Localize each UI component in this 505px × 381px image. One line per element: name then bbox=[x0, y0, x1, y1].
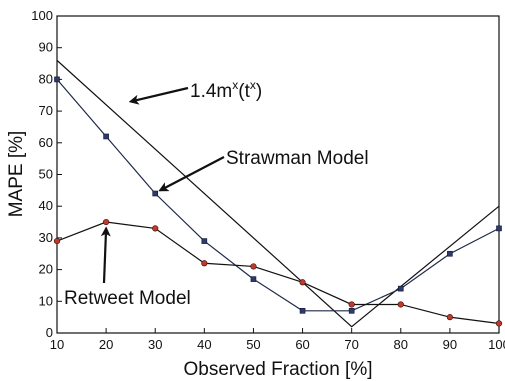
strawman-point bbox=[54, 76, 60, 83]
y-tick-label: 100 bbox=[31, 8, 53, 23]
strawman-annotation-arrow bbox=[158, 156, 225, 192]
strawman-point bbox=[152, 190, 159, 197]
y-tick-label: 70 bbox=[39, 103, 53, 118]
power-label-sup2: x bbox=[250, 78, 256, 92]
y-tick-label: 90 bbox=[39, 40, 53, 55]
y-tick-label: 80 bbox=[39, 71, 53, 86]
retweet-point bbox=[446, 314, 453, 321]
power-label-sup1: x bbox=[232, 78, 238, 92]
strawman-point bbox=[201, 238, 208, 244]
strawman-series-line bbox=[56, 79, 500, 312]
y-tick-label: 40 bbox=[39, 198, 53, 213]
annotations bbox=[100, 86, 225, 284]
x-tick-label: 50 bbox=[246, 337, 260, 352]
strawman-point bbox=[447, 250, 453, 257]
power-label-base: 1.4m bbox=[190, 81, 232, 102]
y-tick-label: 0 bbox=[46, 325, 53, 340]
retweet-annotation-arrow bbox=[100, 226, 111, 284]
strawman-point bbox=[397, 285, 404, 292]
x-tick-label: 10 bbox=[50, 337, 64, 352]
retweet-point bbox=[103, 218, 110, 226]
strawman-point bbox=[250, 276, 257, 282]
x-tick-label: 40 bbox=[197, 337, 211, 352]
x-tick-label: 30 bbox=[148, 337, 162, 352]
retweet-series-line bbox=[56, 221, 500, 325]
retweet-point bbox=[348, 301, 355, 308]
retweet-model-label: Retweet Model bbox=[64, 288, 191, 309]
strawman-point bbox=[103, 133, 109, 140]
series bbox=[53, 59, 503, 328]
plot-frame bbox=[56, 15, 500, 334]
x-tick-label: 70 bbox=[344, 337, 358, 352]
strawman-model-label: Strawman Model bbox=[226, 148, 369, 169]
power-label-end: ) bbox=[256, 81, 262, 102]
y-axis-title: MAPE [%] bbox=[6, 131, 27, 218]
y-tick-label: 10 bbox=[39, 293, 53, 308]
x-tick-label: 100 bbox=[488, 337, 505, 352]
x-tick-label: 90 bbox=[443, 337, 457, 352]
retweet-point bbox=[152, 225, 159, 232]
power-label-mid: (t bbox=[238, 81, 250, 102]
retweet-point bbox=[495, 320, 503, 327]
x-tick-label: 20 bbox=[99, 337, 113, 352]
retweet-point bbox=[201, 260, 208, 267]
y-tick-label: 30 bbox=[39, 230, 53, 245]
power-annotation-arrow bbox=[128, 86, 189, 105]
ticks: 1020304050607080901000102030405060708090… bbox=[31, 8, 505, 352]
x-tick-label: 60 bbox=[295, 337, 309, 352]
x-tick-label: 80 bbox=[394, 337, 408, 352]
y-tick-label: 20 bbox=[39, 262, 53, 277]
power-model-label: 1.4mx(tx) bbox=[190, 78, 262, 102]
y-tick-label: 60 bbox=[39, 135, 53, 150]
retweet-point bbox=[53, 237, 61, 245]
retweet-point bbox=[299, 279, 306, 286]
strawman-point bbox=[348, 308, 355, 314]
strawman-point bbox=[299, 308, 306, 314]
power-series-line bbox=[56, 59, 500, 328]
retweet-point bbox=[250, 263, 257, 270]
x-axis-title: Observed Fraction [%] bbox=[183, 359, 372, 380]
y-tick-label: 50 bbox=[39, 167, 53, 182]
strawman-point bbox=[496, 225, 502, 232]
retweet-point bbox=[397, 301, 404, 308]
